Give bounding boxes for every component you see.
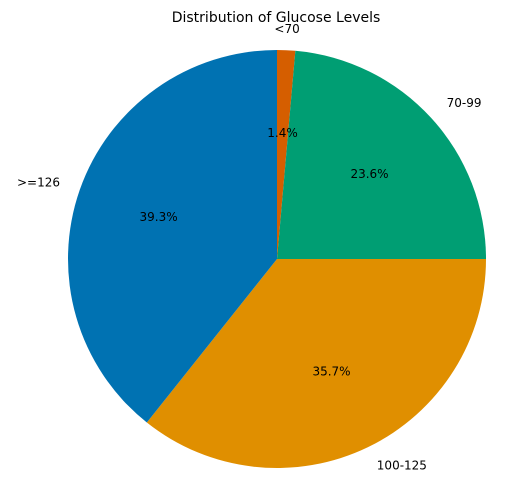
slice-percent-label: 35.7% (312, 365, 350, 379)
slice-label: 100-125 (377, 459, 427, 473)
pie-labels: <70 1.4% 70-99 23.6% 100-125 35.7% >=126 39.3% (17, 22, 481, 473)
pie-slices (68, 50, 486, 468)
pie-slice (277, 50, 486, 260)
slice-label: 70-99 (447, 96, 482, 110)
pie-slice (277, 50, 296, 259)
slice-label: >=126 (17, 176, 60, 190)
pie-slice (146, 259, 486, 468)
slice-percent-label: 1.4% (267, 126, 298, 140)
pie-slice (68, 50, 277, 423)
slice-percent-label: 23.6% (350, 167, 388, 181)
slice-label: <70 (274, 22, 299, 36)
chart-title: Distribution of Glucose Levels (172, 10, 381, 26)
slice-percent-label: 39.3% (140, 210, 178, 224)
